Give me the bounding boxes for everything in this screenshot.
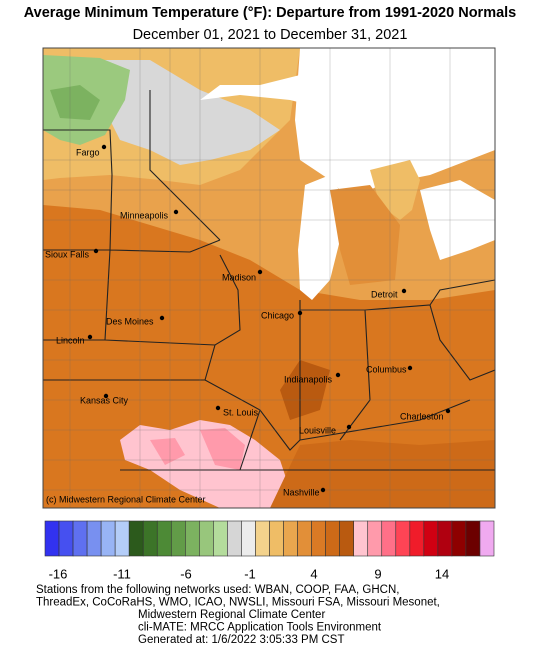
legend-swatch	[58, 520, 74, 557]
city-label: Columbus	[366, 364, 407, 374]
city-label: Chicago	[261, 310, 294, 320]
legend-swatch	[325, 520, 340, 557]
city-dot	[215, 405, 221, 411]
city-label: Sioux Falls	[45, 249, 90, 259]
city-dot	[407, 365, 413, 371]
legend-swatch	[72, 520, 88, 557]
city-label: Nashville	[283, 487, 320, 497]
city-dot	[103, 393, 109, 399]
city-dot	[297, 310, 303, 316]
legend-swatch	[381, 520, 397, 557]
city-dot	[159, 315, 165, 321]
legend: -16 -11 -6 -1 4 9 14	[44, 520, 495, 581]
legend-swatch	[100, 520, 116, 557]
legend-tick-label: -11	[113, 566, 131, 581]
legend-swatch	[199, 520, 214, 557]
footer-line: Generated at: 1/6/2022 3:05:33 PM CST	[138, 634, 345, 643]
subtitle: December 01, 2021 to December 31, 2021	[133, 27, 408, 43]
map-credit: (c) Midwestern Regional Climate Center	[46, 494, 206, 504]
city-label: Lincoln	[56, 335, 85, 345]
legend-tick-label: 9	[374, 566, 381, 581]
legend-swatch	[339, 520, 354, 557]
legend-swatch	[170, 520, 186, 557]
footer-line: ThreadEx, CoCoRaHS, WMO, ICAO, NWSLI, Mi…	[36, 597, 440, 609]
legend-swatch	[479, 520, 495, 557]
map-frame	[42, 47, 496, 509]
city-dot	[401, 288, 407, 294]
city-dot	[101, 144, 107, 150]
footer-line: Midwestern Regional Climate Center	[138, 609, 325, 621]
city-label: Charleston	[400, 411, 444, 421]
city-label: Minneapolis	[120, 210, 169, 220]
city-label: Madison	[222, 272, 256, 282]
legend-swatch	[283, 520, 298, 557]
city-dot	[335, 372, 341, 378]
footer-line: Stations from the following networks use…	[36, 584, 399, 596]
legend-swatch	[44, 520, 60, 557]
legend-swatch	[142, 520, 158, 557]
legend-swatch	[255, 520, 270, 557]
city-dot	[346, 424, 352, 430]
city-label: Fargo	[76, 147, 100, 157]
footer-line: cli-MATE: MRCC Application Tools Environ…	[138, 622, 382, 634]
title: Average Minimum Temperature (°F): Depart…	[24, 5, 517, 21]
legend-swatch	[353, 520, 369, 557]
legend-swatch	[437, 520, 453, 557]
city-label: Louisville	[299, 425, 336, 435]
map: (c) Midwestern Regional Climate Center F…	[42, 47, 496, 509]
legend-swatch	[395, 520, 411, 557]
legend-tick-label: 14	[435, 566, 449, 581]
legend-swatch	[311, 520, 326, 557]
legend-swatch	[241, 520, 256, 557]
legend-swatch	[409, 520, 425, 557]
city-dot	[173, 209, 179, 215]
city-dot	[445, 408, 451, 414]
city-dot	[87, 334, 93, 340]
footer: Stations from the following networks use…	[36, 584, 440, 646]
city-dot	[257, 269, 263, 275]
legend-tick-label: -16	[49, 566, 68, 581]
city-label: Indianapolis	[284, 374, 333, 384]
legend-swatch	[213, 520, 228, 557]
city-label: Des Moines	[106, 316, 154, 326]
legend-swatch	[156, 520, 172, 557]
legend-swatch	[185, 520, 200, 557]
city-label: St. Louis	[223, 407, 259, 417]
city-label: Kansas City	[80, 395, 129, 405]
legend-swatch	[451, 520, 467, 557]
legend-swatch	[465, 520, 481, 557]
legend-tick-label: 4	[310, 566, 317, 581]
city-dot	[93, 248, 99, 254]
legend-swatch	[269, 520, 284, 557]
legend-tick-label: -6	[180, 566, 192, 581]
legend-swatch	[297, 520, 312, 557]
city-dot	[320, 487, 326, 493]
legend-swatch	[227, 520, 242, 557]
city-label: Detroit	[371, 289, 398, 299]
legend-swatch	[86, 520, 102, 557]
legend-swatch	[128, 520, 144, 557]
legend-swatch	[423, 520, 439, 557]
legend-tick-label: -1	[244, 566, 256, 581]
legend-swatch	[367, 520, 383, 557]
legend-swatch	[114, 520, 130, 557]
